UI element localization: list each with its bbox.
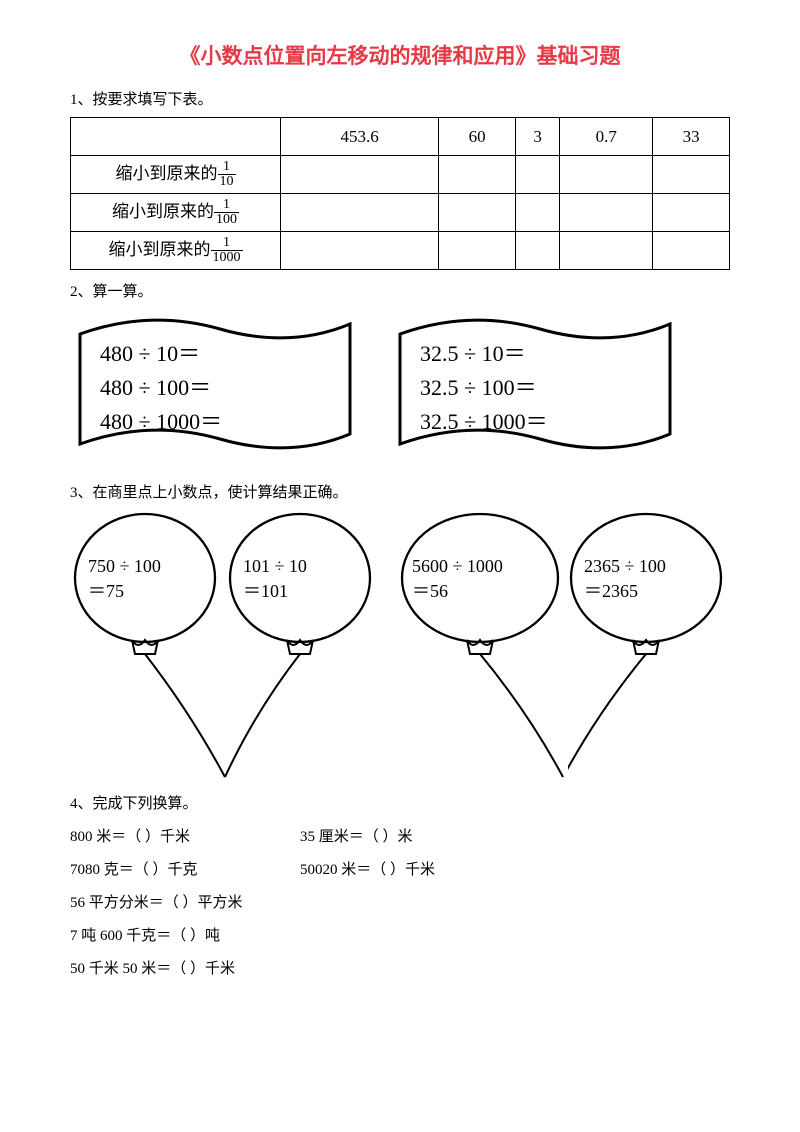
q1-row-label: 缩小到原来的110 xyxy=(71,156,281,194)
q2-label: 2、算一算。 xyxy=(70,280,730,301)
q4-item: 7 吨 600 千克＝（ ）吨 xyxy=(70,920,300,953)
flag-text: 480 ÷ 10＝ 480 ÷ 100＝ 480 ÷ 1000＝ xyxy=(100,337,222,439)
q1-cell xyxy=(653,156,730,194)
equation-line: 480 ÷ 10＝ xyxy=(100,337,222,371)
q1-cell xyxy=(560,156,653,194)
q1-cell xyxy=(560,194,653,232)
balloon-text: 2365 ÷ 100 ＝2365 xyxy=(584,554,666,604)
balloon: 750 ÷ 100 ＝75 xyxy=(70,512,220,652)
q1-header: 33 xyxy=(653,118,730,156)
q3-label: 3、在商里点上小数点，使计算结果正确。 xyxy=(70,481,730,502)
equation-line: 480 ÷ 100＝ xyxy=(100,371,222,405)
q4-item: 800 米＝（ ）千米 xyxy=(70,821,300,854)
q1-table: 453.6 60 3 0.7 33 缩小到原来的110 缩小到原来的1100 缩… xyxy=(70,117,730,270)
balloon-line2: ＝56 xyxy=(412,579,503,604)
q1-cell xyxy=(516,156,560,194)
q4-row: 7 吨 600 千克＝（ ）吨 xyxy=(70,920,730,953)
q2-flags: 480 ÷ 10＝ 480 ÷ 100＝ 480 ÷ 1000＝ 32.5 ÷ … xyxy=(70,309,730,469)
q4-row: 56 平方分米＝（ ）平方米 xyxy=(70,887,730,920)
balloon-line2: ＝101 xyxy=(243,579,307,604)
q3-balloons: 750 ÷ 100 ＝75 101 ÷ 10 ＝101 xyxy=(70,512,730,782)
balloon-line2: ＝75 xyxy=(88,579,161,604)
equation-line: 32.5 ÷ 100＝ xyxy=(420,371,548,405)
q1-label: 1、按要求填写下表。 xyxy=(70,88,730,109)
q1-cell xyxy=(653,232,730,270)
balloon-line1: 5600 ÷ 1000 xyxy=(412,554,503,579)
q1-cell xyxy=(516,232,560,270)
q4-label: 4、完成下列换算。 xyxy=(70,792,730,813)
flag-right: 32.5 ÷ 10＝ 32.5 ÷ 100＝ 32.5 ÷ 1000＝ xyxy=(390,309,680,469)
equation-line: 480 ÷ 1000＝ xyxy=(100,405,222,439)
q1-row-label: 缩小到原来的1100 xyxy=(71,194,281,232)
q4-row: 800 米＝（ ）千米 35 厘米＝（ ）米 xyxy=(70,821,730,854)
q1-cell xyxy=(281,232,439,270)
balloon-pair: 5600 ÷ 1000 ＝56 2365 ÷ 100 ＝2365 xyxy=(398,512,718,782)
q1-header: 3 xyxy=(516,118,560,156)
q1-row-prefix: 缩小到原来的 xyxy=(109,240,211,259)
balloon-line2: ＝2365 xyxy=(584,579,666,604)
q4-item: 56 平方分米＝（ ）平方米 xyxy=(70,887,300,920)
q4-item: 50020 米＝（ ）千米 xyxy=(300,854,435,887)
q1-cell xyxy=(560,232,653,270)
q1-header: 453.6 xyxy=(281,118,439,156)
q4-item: 7080 克＝（ ）千克 xyxy=(70,854,300,887)
fraction-denominator: 1000 xyxy=(211,251,243,265)
q1-header: 60 xyxy=(439,118,516,156)
balloon-text: 5600 ÷ 1000 ＝56 xyxy=(412,554,503,604)
balloon: 5600 ÷ 1000 ＝56 xyxy=(398,512,568,652)
fraction-denominator: 10 xyxy=(218,175,236,189)
q4-item: 50 千米 50 米＝（ ）千米 xyxy=(70,953,300,986)
balloon-pair: 750 ÷ 100 ＝75 101 ÷ 10 ＝101 xyxy=(70,512,390,782)
q1-empty-header xyxy=(71,118,281,156)
balloon-text: 750 ÷ 100 ＝75 xyxy=(88,554,161,604)
q1-cell xyxy=(439,232,516,270)
fraction-numerator: 1 xyxy=(218,160,236,175)
fraction-numerator: 1 xyxy=(211,236,243,251)
balloon-line1: 750 ÷ 100 xyxy=(88,554,161,579)
q1-row-prefix: 缩小到原来的 xyxy=(112,202,214,221)
q4-row: 7080 克＝（ ）千克 50020 米＝（ ）千米 xyxy=(70,854,730,887)
flag-text: 32.5 ÷ 10＝ 32.5 ÷ 100＝ 32.5 ÷ 1000＝ xyxy=(420,337,548,439)
balloon: 101 ÷ 10 ＝101 xyxy=(225,512,375,652)
flag-left: 480 ÷ 10＝ 480 ÷ 100＝ 480 ÷ 1000＝ xyxy=(70,309,360,469)
q1-cell xyxy=(653,194,730,232)
q1-cell xyxy=(439,156,516,194)
q1-cell xyxy=(439,194,516,232)
equation-line: 32.5 ÷ 1000＝ xyxy=(420,405,548,439)
q1-cell xyxy=(281,194,439,232)
q1-row-label: 缩小到原来的11000 xyxy=(71,232,281,270)
q1-row-prefix: 缩小到原来的 xyxy=(116,164,218,183)
q1-header: 0.7 xyxy=(560,118,653,156)
balloon-text: 101 ÷ 10 ＝101 xyxy=(243,554,307,604)
q4-item: 35 厘米＝（ ）米 xyxy=(300,821,413,854)
fraction-denominator: 100 xyxy=(214,213,239,227)
q4-row: 50 千米 50 米＝（ ）千米 xyxy=(70,953,730,986)
q4-list: 800 米＝（ ）千米 35 厘米＝（ ）米 7080 克＝（ ）千克 5002… xyxy=(70,821,730,986)
page-title: 《小数点位置向左移动的规律和应用》基础习题 xyxy=(70,40,730,70)
balloon-line1: 101 ÷ 10 xyxy=(243,554,307,579)
q1-cell xyxy=(281,156,439,194)
balloon: 2365 ÷ 100 ＝2365 xyxy=(568,512,728,652)
equation-line: 32.5 ÷ 10＝ xyxy=(420,337,548,371)
q1-cell xyxy=(516,194,560,232)
balloon-line1: 2365 ÷ 100 xyxy=(584,554,666,579)
fraction-numerator: 1 xyxy=(214,198,239,213)
